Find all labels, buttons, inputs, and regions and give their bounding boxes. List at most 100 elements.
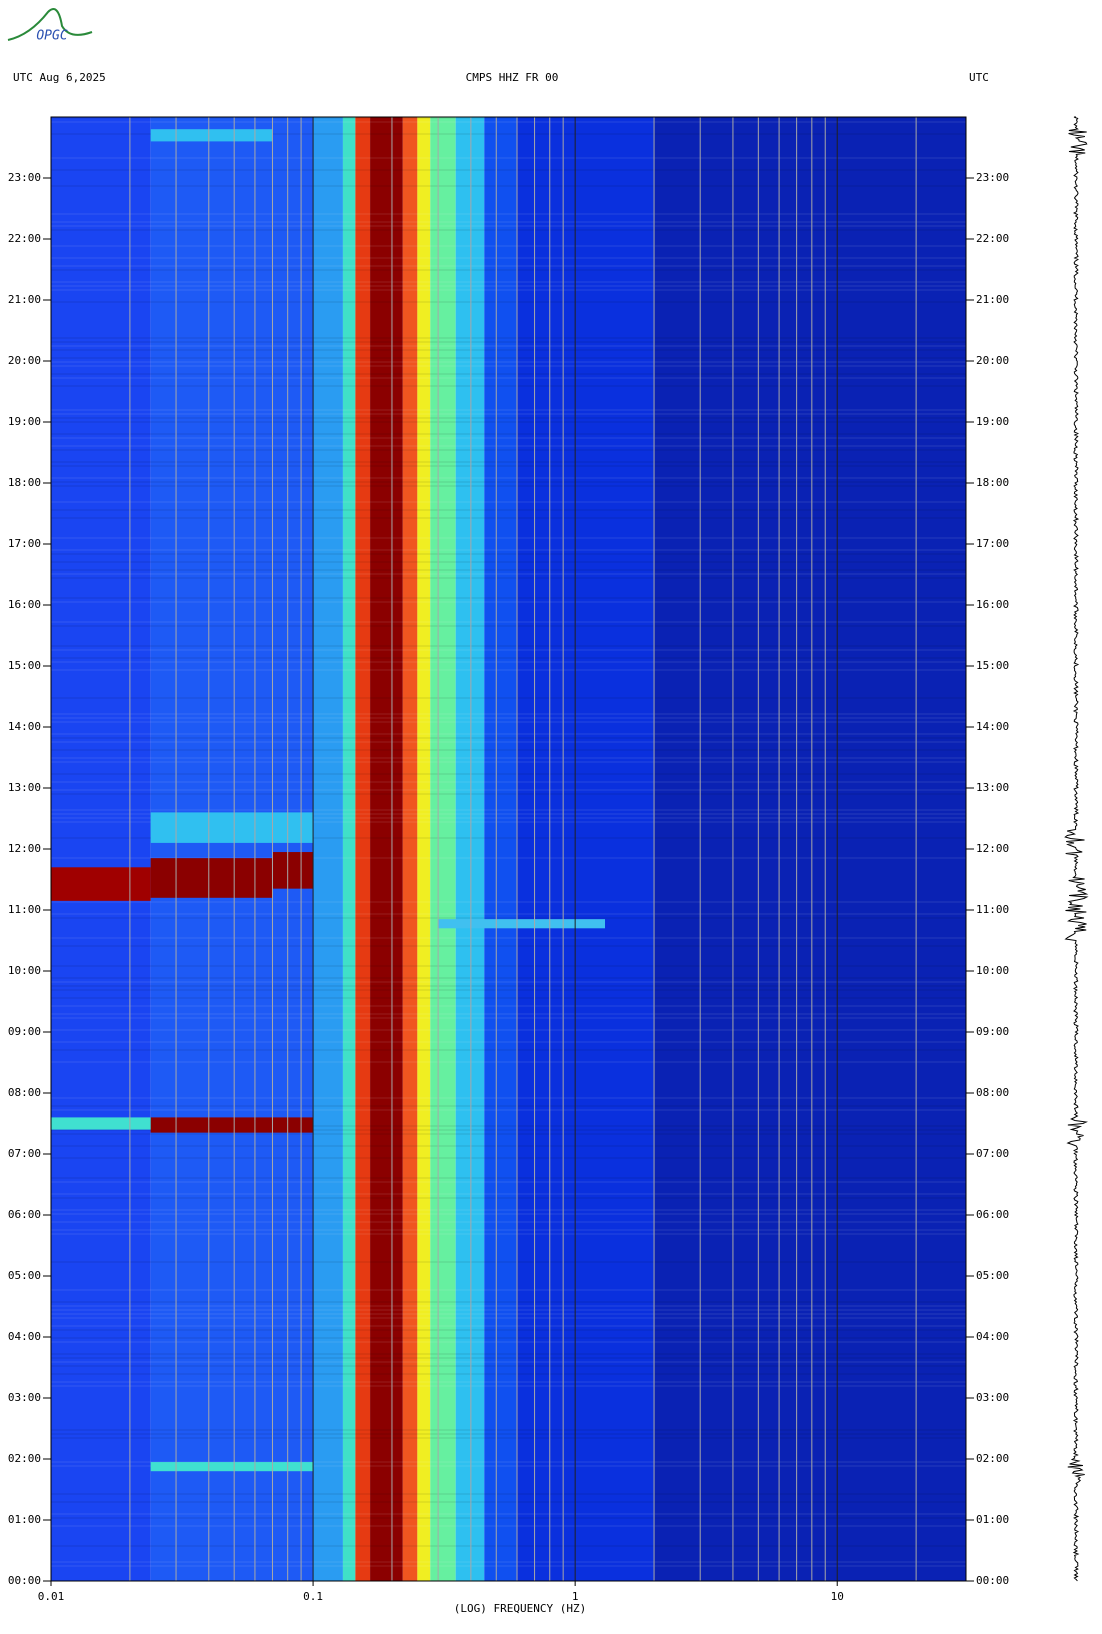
- y-tick-label: 23:00: [8, 171, 41, 184]
- frequency-band: [51, 117, 151, 1581]
- texture-stripe: [51, 713, 966, 715]
- texture-stripe: [51, 793, 966, 795]
- y-tick-label-right: 00:00: [976, 1574, 1009, 1587]
- texture-stripe: [51, 1493, 966, 1495]
- texture-stripe: [51, 985, 966, 987]
- texture-stripe: [51, 433, 966, 435]
- y-tick-label: 06:00: [8, 1208, 41, 1221]
- texture-stripe: [51, 361, 966, 363]
- texture-stripe: [51, 913, 966, 915]
- frequency-band: [455, 117, 485, 1581]
- texture-stripe: [51, 1337, 966, 1339]
- texture-stripe: [51, 977, 966, 979]
- texture-stripe: [51, 133, 966, 135]
- texture-stripe: [51, 697, 966, 699]
- texture-stripe: [51, 1381, 966, 1383]
- event-band: [51, 867, 151, 901]
- texture-stripe: [51, 1013, 966, 1015]
- texture-stripe: [51, 517, 966, 519]
- texture-stripe: [51, 1005, 966, 1007]
- texture-stripe: [51, 645, 966, 647]
- texture-stripe: [51, 337, 966, 339]
- texture-stripe: [51, 365, 966, 367]
- texture-stripe: [51, 901, 966, 903]
- chart-title: CMPS HHZ FR 00: [466, 71, 559, 84]
- texture-stripe: [51, 449, 966, 451]
- texture-stripe: [51, 1353, 966, 1355]
- texture-stripe: [51, 761, 966, 763]
- texture-stripe: [51, 1437, 966, 1439]
- texture-stripe: [51, 1029, 966, 1031]
- event-band: [150, 129, 273, 142]
- y-tick-label-right: 11:00: [976, 903, 1009, 916]
- texture-stripe: [51, 221, 966, 223]
- texture-stripe: [51, 1525, 966, 1527]
- texture-stripe: [51, 1233, 966, 1235]
- frequency-band: [150, 117, 314, 1581]
- texture-stripe: [51, 301, 966, 303]
- texture-stripe: [51, 937, 966, 939]
- texture-stripe: [51, 417, 966, 419]
- y-tick-label-right: 16:00: [976, 598, 1009, 611]
- texture-stripe: [51, 481, 966, 483]
- texture-stripe: [51, 757, 966, 759]
- texture-stripe: [51, 537, 966, 539]
- y-tick-label: 09:00: [8, 1025, 41, 1038]
- texture-stripe: [51, 225, 966, 227]
- texture-stripe: [51, 1429, 966, 1431]
- y-tick-label: 16:00: [8, 598, 41, 611]
- event-band: [51, 1117, 151, 1130]
- texture-stripe: [51, 561, 966, 563]
- frequency-band: [342, 117, 356, 1581]
- y-tick-label-right: 10:00: [976, 964, 1009, 977]
- texture-stripe: [51, 1097, 966, 1099]
- y-tick-label-right: 07:00: [976, 1147, 1009, 1160]
- texture-stripe: [51, 1329, 966, 1331]
- texture-stripe: [51, 1545, 966, 1547]
- texture-stripe: [51, 461, 966, 463]
- texture-stripe: [51, 1313, 966, 1315]
- texture-stripe: [51, 1461, 966, 1463]
- y-tick-label-right: 09:00: [976, 1025, 1009, 1038]
- texture-stripe: [51, 1181, 966, 1183]
- texture-stripe: [51, 733, 966, 735]
- texture-stripe: [51, 1041, 966, 1043]
- y-tick-label-right: 12:00: [976, 842, 1009, 855]
- texture-stripe: [51, 625, 966, 627]
- y-tick-label-right: 18:00: [976, 476, 1009, 489]
- texture-stripe: [51, 1317, 966, 1319]
- texture-stripe: [51, 1465, 966, 1467]
- texture-stripe: [51, 1229, 966, 1231]
- texture-stripe: [51, 213, 966, 215]
- texture-stripe: [51, 465, 966, 467]
- frequency-band: [517, 117, 655, 1581]
- texture-stripe: [51, 1133, 966, 1135]
- texture-stripe: [51, 1221, 966, 1223]
- y-tick-label: 07:00: [8, 1147, 41, 1160]
- texture-stripe: [51, 1341, 966, 1343]
- texture-stripe: [51, 121, 966, 123]
- texture-stripe: [51, 1193, 966, 1195]
- frequency-band: [313, 117, 343, 1581]
- texture-stripe: [51, 437, 966, 439]
- texture-stripe: [51, 781, 966, 783]
- texture-stripe: [51, 821, 966, 823]
- texture-stripe: [51, 1213, 966, 1215]
- texture-stripe: [51, 1357, 966, 1359]
- texture-stripe: [51, 349, 966, 351]
- texture-stripe: [51, 597, 966, 599]
- y-tick-label: 20:00: [8, 354, 41, 367]
- texture-stripe: [51, 1109, 966, 1111]
- y-tick-label: 21:00: [8, 293, 41, 306]
- texture-stripe: [51, 813, 966, 815]
- texture-stripe: [51, 245, 966, 247]
- logo-swoosh: [7, 8, 93, 41]
- y-tick-label: 14:00: [8, 720, 41, 733]
- frequency-band: [484, 117, 518, 1581]
- texture-stripe: [51, 1017, 966, 1019]
- texture-stripe: [51, 169, 966, 171]
- y-tick-label-right: 21:00: [976, 293, 1009, 306]
- texture-stripe: [51, 621, 966, 623]
